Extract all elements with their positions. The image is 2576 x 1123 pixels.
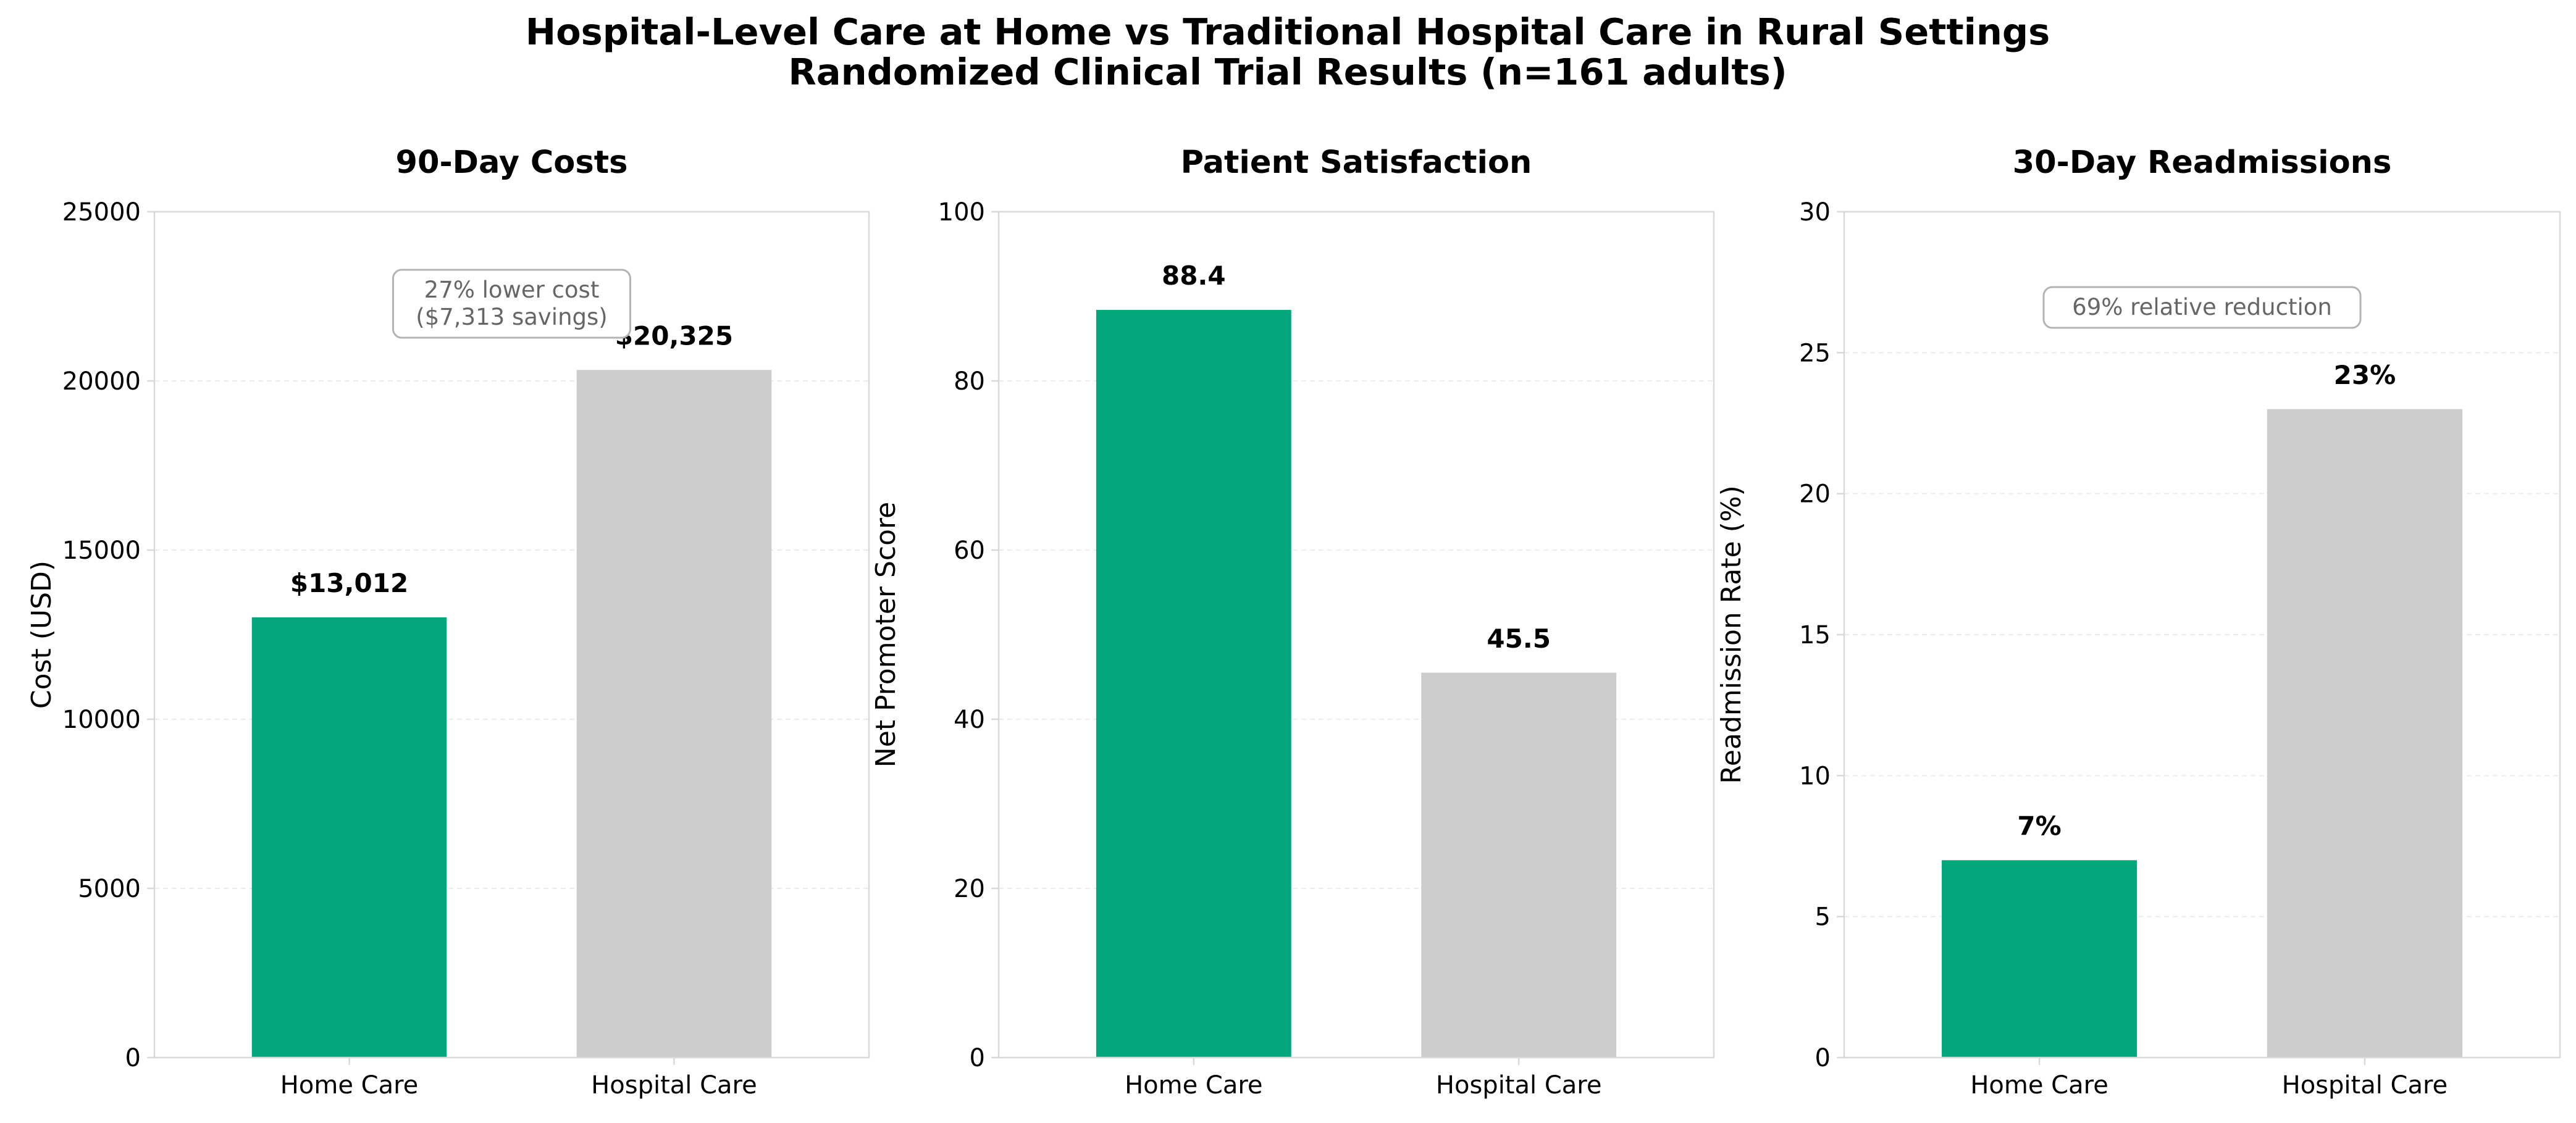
axes-frame [997, 211, 1715, 1059]
chart-panel-1: 0 5000 10000 15000 20000 25000 Home Care Hospit… [26, 144, 870, 1100]
figure-title-line-2: Randomized Clinical Trial Results (n=161… [788, 51, 1787, 93]
bar-hospital-care [576, 370, 772, 1058]
bar-home-care [1942, 860, 2138, 1058]
y-tick-label: 10000 [62, 706, 141, 734]
y-tick-label: 20 [954, 875, 985, 903]
y-axis-label: Cost (USD) [26, 561, 57, 709]
x-tick-label: Hospital Care [591, 1071, 757, 1100]
bar-home-care [1096, 309, 1291, 1058]
panel-title: 90-Day Costs [396, 144, 628, 181]
data-label: 23% [2334, 360, 2396, 390]
bar-home-care [251, 617, 447, 1058]
y-tick-label: 5000 [78, 875, 141, 903]
bar-hospital-care [1421, 672, 1617, 1058]
x-tick-label: Home Care [1125, 1071, 1262, 1100]
y-axis-label: Net Promoter Score [870, 502, 902, 767]
y-tick-label: 20000 [62, 367, 141, 396]
chart-panel-2: 0 20 40 60 80 100 Home Care Hospital Care 88.4 45… [870, 144, 1715, 1100]
chart-panel-3: 0 5 10 15 20 25 30 Home Care Hospital Care 7% 23% 3… [1716, 144, 2561, 1100]
data-label: $13,012 [290, 568, 408, 598]
data-label: 45.5 [1487, 624, 1551, 654]
y-tick-label: 15 [1799, 621, 1831, 649]
annotation-text: ($7,313 savings) [416, 304, 607, 330]
y-tick-label: 0 [125, 1044, 141, 1072]
x-tick-label: Hospital Care [1436, 1071, 1602, 1100]
panel-title: 30-Day Readmissions [2013, 144, 2392, 181]
x-tick-label: Home Care [280, 1071, 418, 1100]
annotation-box: 69% relative reduction [2042, 286, 2362, 329]
y-tick-label: 25 [1799, 339, 1831, 367]
y-tick-label: 60 [954, 536, 985, 565]
axes-frame [153, 211, 870, 1059]
y-tick-label: 80 [954, 367, 985, 396]
y-tick-label: 25000 [62, 198, 141, 227]
annotation-frame [2042, 286, 2362, 329]
annotation-frame [392, 269, 631, 339]
data-label: 7% [2017, 811, 2061, 841]
annotation-text: 27% lower cost [424, 277, 600, 303]
y-tick-label: 20 [1799, 480, 1831, 509]
y-tick-label: 100 [938, 198, 985, 227]
bar-hospital-care [2267, 409, 2462, 1058]
y-tick-label: 10 [1799, 762, 1831, 790]
x-tick-label: Hospital Care [2282, 1071, 2448, 1100]
panel-title: Patient Satisfaction [1181, 144, 1532, 181]
y-tick-label: 40 [954, 706, 985, 734]
y-tick-label: 0 [970, 1044, 985, 1072]
x-tick-label: Home Care [1970, 1071, 2108, 1100]
figure-title-line-1: Hospital-Level Care at Home vs Tradition… [526, 10, 2050, 53]
y-tick-label: 5 [1815, 903, 1831, 932]
annotation-box: 27% lower cost($7,313 savings) [392, 269, 631, 339]
data-label: $20,325 [615, 320, 733, 351]
y-tick-label: 0 [1815, 1044, 1831, 1072]
y-axis-label: Readmission Rate (%) [1716, 485, 1747, 784]
annotation-text: 69% relative reduction [2072, 294, 2332, 320]
y-tick-label: 30 [1799, 198, 1831, 227]
y-tick-label: 15000 [62, 536, 141, 565]
data-label: 88.4 [1162, 261, 1226, 291]
